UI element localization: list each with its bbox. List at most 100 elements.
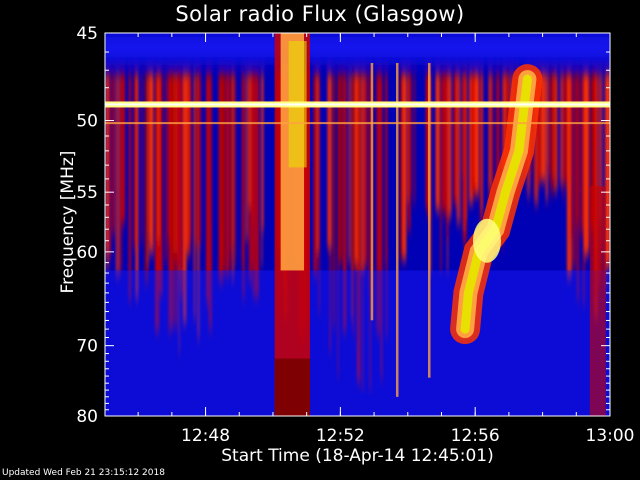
emission-streak xyxy=(207,73,210,313)
narrow-burst xyxy=(370,63,374,321)
emission-streak xyxy=(152,73,154,256)
emission-streak xyxy=(567,73,571,233)
emission-streak xyxy=(554,73,558,192)
emission-streak xyxy=(534,73,539,205)
emission-streak xyxy=(380,73,383,380)
y-tick-label: 50 xyxy=(76,112,98,132)
emission-streak xyxy=(440,73,442,273)
emission-streak xyxy=(316,73,320,253)
emission-streak xyxy=(563,73,568,185)
emission-streak xyxy=(471,73,476,195)
emission-streak xyxy=(206,73,209,302)
emission-streak xyxy=(496,73,500,246)
emission-streak xyxy=(399,73,404,261)
emission-streak xyxy=(368,73,370,291)
emission-streak xyxy=(537,73,540,184)
y-tick-label: 55 xyxy=(76,183,98,203)
emission-streak xyxy=(571,73,576,268)
y-tick-label: 80 xyxy=(76,407,98,427)
emission-streak xyxy=(106,73,109,271)
emission-streak xyxy=(369,73,372,391)
emission-streak xyxy=(351,73,352,323)
emission-streak xyxy=(407,73,409,203)
emission-streak xyxy=(144,73,149,284)
emission-streak xyxy=(255,73,259,298)
y-axis-label: Frequency [MHz] xyxy=(58,150,78,294)
emission-streak xyxy=(333,73,336,327)
emission-streak xyxy=(157,73,160,242)
x-tick-label: 12:56 xyxy=(451,426,500,446)
emission-streak xyxy=(175,73,178,329)
emission-streak xyxy=(226,73,230,277)
burst-column-base xyxy=(274,358,311,416)
spectrogram-features xyxy=(105,33,610,416)
emission-streak xyxy=(248,73,251,208)
emission-streak xyxy=(453,73,458,204)
updated-timestamp: Updated Wed Feb 21 23:15:12 2018 xyxy=(2,468,165,478)
emission-streak xyxy=(386,73,388,337)
emission-streak xyxy=(437,73,439,201)
y-tick-label: 70 xyxy=(76,337,98,357)
emission-streak xyxy=(550,73,552,195)
emission-streak xyxy=(591,73,594,232)
emission-streak xyxy=(351,73,355,316)
emission-streak xyxy=(592,73,596,222)
low-frequency-region xyxy=(105,270,610,416)
emission-streak xyxy=(605,73,610,266)
emission-streak xyxy=(185,73,190,256)
emission-streak xyxy=(133,73,137,248)
emission-streak xyxy=(576,73,580,301)
narrow-burst xyxy=(427,63,431,378)
emission-streak xyxy=(338,73,343,264)
emission-streak xyxy=(177,73,181,269)
emission-streak xyxy=(556,73,558,187)
emission-streak xyxy=(580,73,583,237)
emission-streak xyxy=(164,73,167,262)
emission-streak xyxy=(562,73,564,200)
emission-streak xyxy=(147,73,149,265)
emission-streak xyxy=(343,73,347,333)
y-axis: 45 50 55 60 70 80 xyxy=(76,24,610,427)
emission-streak xyxy=(358,73,360,346)
emission-streak xyxy=(252,73,257,298)
emission-streak xyxy=(112,73,115,235)
emission-streak xyxy=(180,73,184,296)
emission-streak xyxy=(480,73,482,229)
chart-title: Solar radio Flux (Glasgow) xyxy=(175,2,465,26)
emission-streak xyxy=(473,73,478,183)
emission-streak xyxy=(140,73,143,244)
emission-streak xyxy=(108,73,112,259)
emission-streak xyxy=(447,73,452,218)
emission-streak xyxy=(376,73,381,335)
emission-streak xyxy=(354,73,358,265)
emission-streak xyxy=(541,73,546,181)
emission-streak xyxy=(183,73,187,324)
emission-streak xyxy=(149,73,153,253)
interference-line xyxy=(105,101,610,125)
emission-streak xyxy=(362,73,364,394)
emission-streak xyxy=(218,73,222,282)
emission-streak xyxy=(115,73,120,277)
emission-streak xyxy=(408,73,412,196)
emission-streak xyxy=(193,73,196,320)
emission-streak xyxy=(551,73,555,193)
emission-streak xyxy=(488,73,490,223)
emission-streak xyxy=(446,73,449,241)
y-tick-label: 45 xyxy=(76,24,98,44)
emission-streak xyxy=(402,73,407,260)
emission-streak xyxy=(489,73,492,191)
emission-streak xyxy=(587,73,590,255)
emission-streak xyxy=(327,73,332,249)
emission-streak xyxy=(348,73,351,262)
emission-streak xyxy=(364,73,368,266)
emission-streak xyxy=(429,73,432,275)
emission-streak xyxy=(599,73,601,221)
emission-streak xyxy=(221,73,224,229)
x-axis-label: Start Time (18-Apr-14 12:45:01) xyxy=(221,446,494,466)
emission-streak xyxy=(245,73,248,241)
emission-streak xyxy=(560,73,563,186)
emission-streak xyxy=(413,73,416,204)
spectrogram-plot xyxy=(105,33,611,416)
emission-streak xyxy=(491,73,494,210)
